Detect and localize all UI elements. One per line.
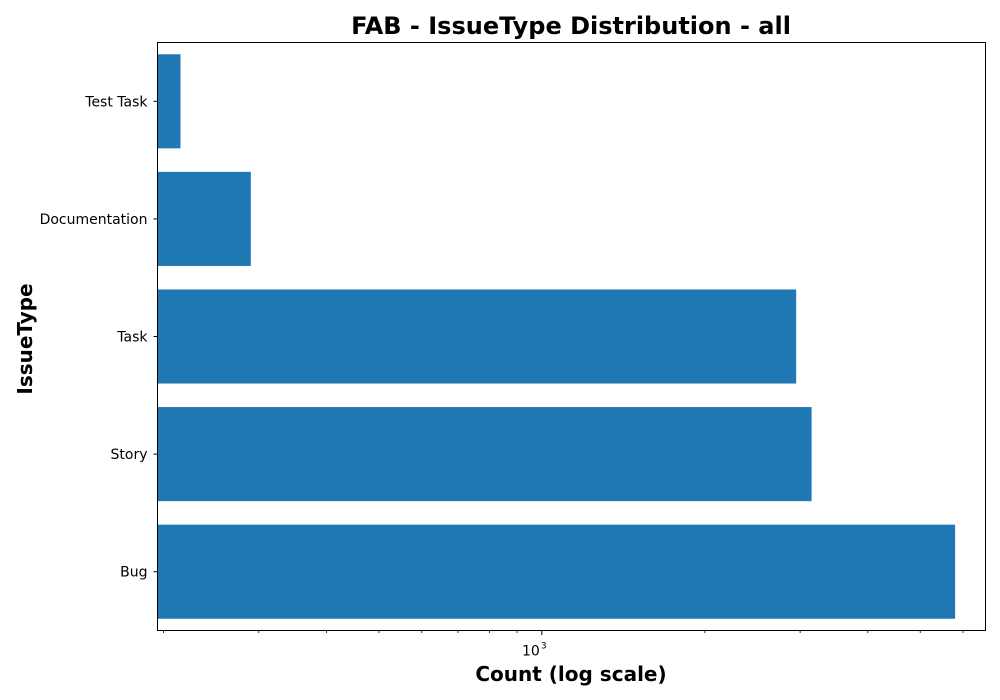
y-tick-label-test-task: Test Task xyxy=(84,94,148,110)
bars-group xyxy=(157,54,956,619)
chart-title: FAB - IssueType Distribution - all xyxy=(351,12,791,40)
bar-task xyxy=(157,289,797,384)
bar-bug xyxy=(157,524,956,619)
y-axis-label: IssueType xyxy=(13,283,37,394)
y-tick-label-task: Task xyxy=(116,330,148,346)
y-tick-label-documentation: Documentation xyxy=(40,212,148,228)
x-tick-exponent: 3 xyxy=(541,642,547,652)
bar-test-task xyxy=(157,54,181,149)
bar-documentation xyxy=(157,171,251,266)
y-tick-label-story: Story xyxy=(111,447,148,463)
x-axis-label: Count (log scale) xyxy=(475,662,666,686)
x-tick-base: 10 xyxy=(522,644,540,660)
y-tick-label-bug: Bug xyxy=(120,565,147,581)
x-axis-ticks: 10 3 xyxy=(163,630,964,660)
x-tick-label: 10 3 xyxy=(522,642,547,660)
y-axis-ticks: Bug Story Task Documentation Test Task xyxy=(40,94,158,581)
bar-story xyxy=(157,407,812,502)
